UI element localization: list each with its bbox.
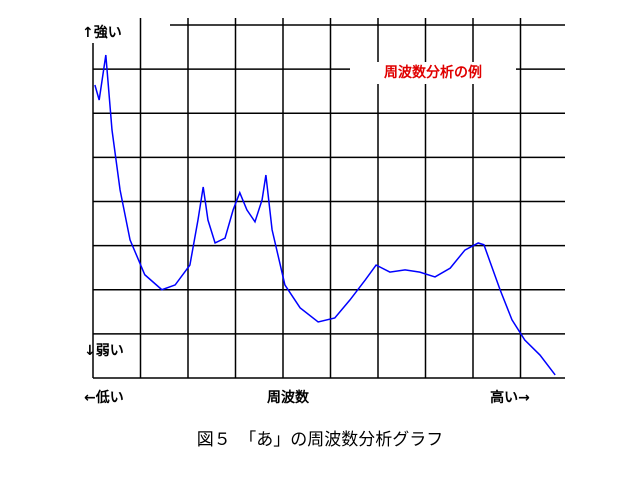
y-label-top: ↑強い [82,24,122,41]
line-series [94,54,556,376]
x-label: 周波数 [267,389,310,406]
title-background [350,62,516,84]
x-label-left: ←低い [84,389,124,406]
chart-title: 周波数分析の例 [384,64,482,81]
caption: 図５ 「あ」の周波数分析グラフ [197,430,444,450]
y-label-bottom: ↓弱い [84,343,124,359]
x-label-right: 高い→ [490,389,530,406]
